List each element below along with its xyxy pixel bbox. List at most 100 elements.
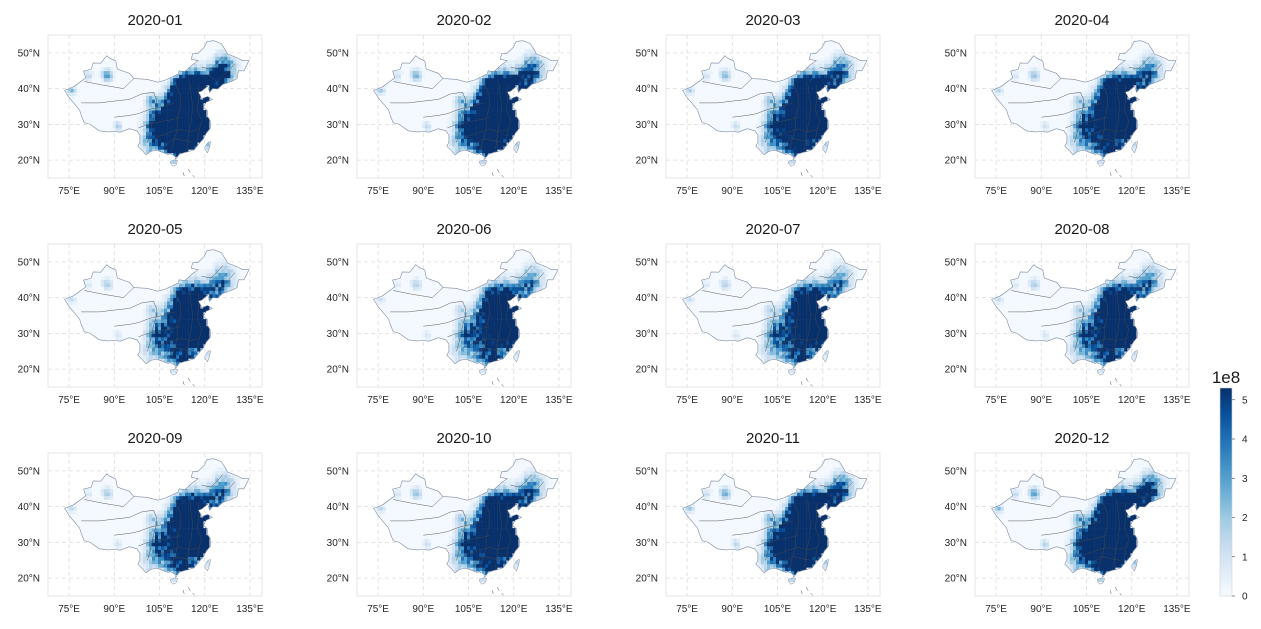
heatmap-cell xyxy=(1151,261,1155,266)
heatmap-cell xyxy=(815,81,819,86)
heatmap-cell xyxy=(227,77,231,82)
heatmap-cell xyxy=(809,344,813,348)
heatmap-cell xyxy=(221,70,225,75)
heatmap-cell xyxy=(1097,354,1101,359)
heatmap-cell xyxy=(161,85,165,89)
heatmap-cell xyxy=(1103,81,1107,86)
heatmap-cell xyxy=(797,124,801,129)
heatmap-cell xyxy=(185,95,189,100)
heatmap-cell xyxy=(179,283,183,288)
heatmap-cell xyxy=(1097,88,1101,93)
heatmap-cell xyxy=(821,113,825,118)
heatmap-cell xyxy=(167,308,171,313)
heatmap-cell xyxy=(1115,347,1119,352)
heatmap-cell xyxy=(458,304,462,309)
heatmap-cell xyxy=(770,110,774,114)
heatmap-cell xyxy=(545,67,549,72)
heatmap-cell xyxy=(851,265,855,270)
heatmap-cell xyxy=(1127,340,1131,345)
heatmap-cell xyxy=(812,142,816,147)
sea-boundary-dash xyxy=(501,174,504,178)
heatmap-cell xyxy=(200,99,204,104)
heatmap-cell xyxy=(1088,319,1092,323)
heatmap-cell xyxy=(200,74,204,79)
heatmap-cell xyxy=(1145,290,1149,295)
heatmap-cell xyxy=(176,347,180,352)
heatmap-cell xyxy=(485,81,489,86)
heatmap-cell xyxy=(785,358,789,363)
heatmap-cell xyxy=(821,131,825,136)
heatmap-cell xyxy=(803,358,807,363)
heatmap-cell xyxy=(491,131,495,136)
heatmap-cell xyxy=(1069,102,1074,107)
heatmap-cell xyxy=(1091,315,1095,320)
heatmap-cell xyxy=(770,99,774,104)
heatmap-cell xyxy=(188,120,192,125)
heatmap-cell xyxy=(1085,301,1089,306)
heatmap-cell xyxy=(451,120,456,125)
heatmap-cell xyxy=(1091,135,1095,139)
heatmap-cell xyxy=(500,294,504,298)
sea-boundary-dash xyxy=(1114,377,1118,382)
province-boundary xyxy=(390,91,463,104)
heatmap-cell xyxy=(776,102,780,107)
heatmap-cell xyxy=(818,74,822,79)
heatmap-cell xyxy=(779,311,783,316)
heatmap-cell xyxy=(1109,297,1113,302)
x-tick-label: 75°E xyxy=(58,395,80,406)
heatmap-cell xyxy=(830,63,834,68)
heatmap-cell xyxy=(845,286,849,291)
heatmap-cell xyxy=(470,351,474,356)
heatmap-cell xyxy=(794,131,798,136)
heatmap-cell xyxy=(458,110,462,114)
heatmap-cell xyxy=(782,336,786,341)
heatmap-cell xyxy=(185,88,189,93)
heatmap-cell xyxy=(173,142,177,147)
heatmap-cell xyxy=(1112,294,1116,298)
heatmap-cell xyxy=(200,117,204,122)
heatmap-cell xyxy=(794,344,798,348)
heatmap-cell xyxy=(158,102,162,107)
heatmap-cell xyxy=(848,56,852,61)
heatmap-cell xyxy=(542,67,546,72)
heatmap-cell xyxy=(415,276,420,281)
heatmap-cell xyxy=(527,272,531,277)
heatmap-cell xyxy=(146,304,150,309)
heatmap-cell xyxy=(1121,131,1125,136)
heatmap-cell xyxy=(1118,81,1122,86)
heatmap-cell xyxy=(809,145,813,150)
heatmap-cell xyxy=(1118,124,1122,129)
heatmap-cell xyxy=(176,99,180,104)
heatmap-cell xyxy=(506,128,510,132)
heatmap-cell xyxy=(824,81,828,86)
heatmap-cell xyxy=(806,106,810,111)
heatmap-cell xyxy=(833,269,837,273)
heatmap-cell xyxy=(500,99,504,104)
heatmap-cell xyxy=(100,279,105,284)
heatmap-cell xyxy=(1103,99,1107,104)
heatmap-cell xyxy=(1136,74,1140,79)
heatmap-cell xyxy=(103,276,108,281)
heatmap-cell xyxy=(1030,279,1035,284)
heatmap-cell xyxy=(760,308,765,313)
heatmap-cell xyxy=(182,290,186,295)
heatmap-cell xyxy=(803,319,807,323)
heatmap-cell xyxy=(800,329,804,334)
heatmap-cell xyxy=(833,49,837,54)
heatmap-cell xyxy=(800,128,804,132)
heatmap-cell xyxy=(1151,272,1155,277)
heatmap-cell xyxy=(500,319,504,323)
heatmap-cell xyxy=(158,329,162,334)
heatmap-cell xyxy=(545,269,549,273)
heatmap-cell xyxy=(800,315,804,320)
heatmap-cell xyxy=(476,308,480,313)
heatmap-cell xyxy=(767,138,771,143)
heatmap-cell xyxy=(757,142,762,147)
heatmap-cell xyxy=(818,340,822,345)
heatmap-cell xyxy=(67,92,71,97)
heatmap-cell xyxy=(770,340,774,345)
heatmap-cell xyxy=(470,110,474,114)
heatmap-cell xyxy=(776,124,780,129)
heatmap-cell xyxy=(1157,74,1161,79)
heatmap-cell xyxy=(1076,322,1080,327)
